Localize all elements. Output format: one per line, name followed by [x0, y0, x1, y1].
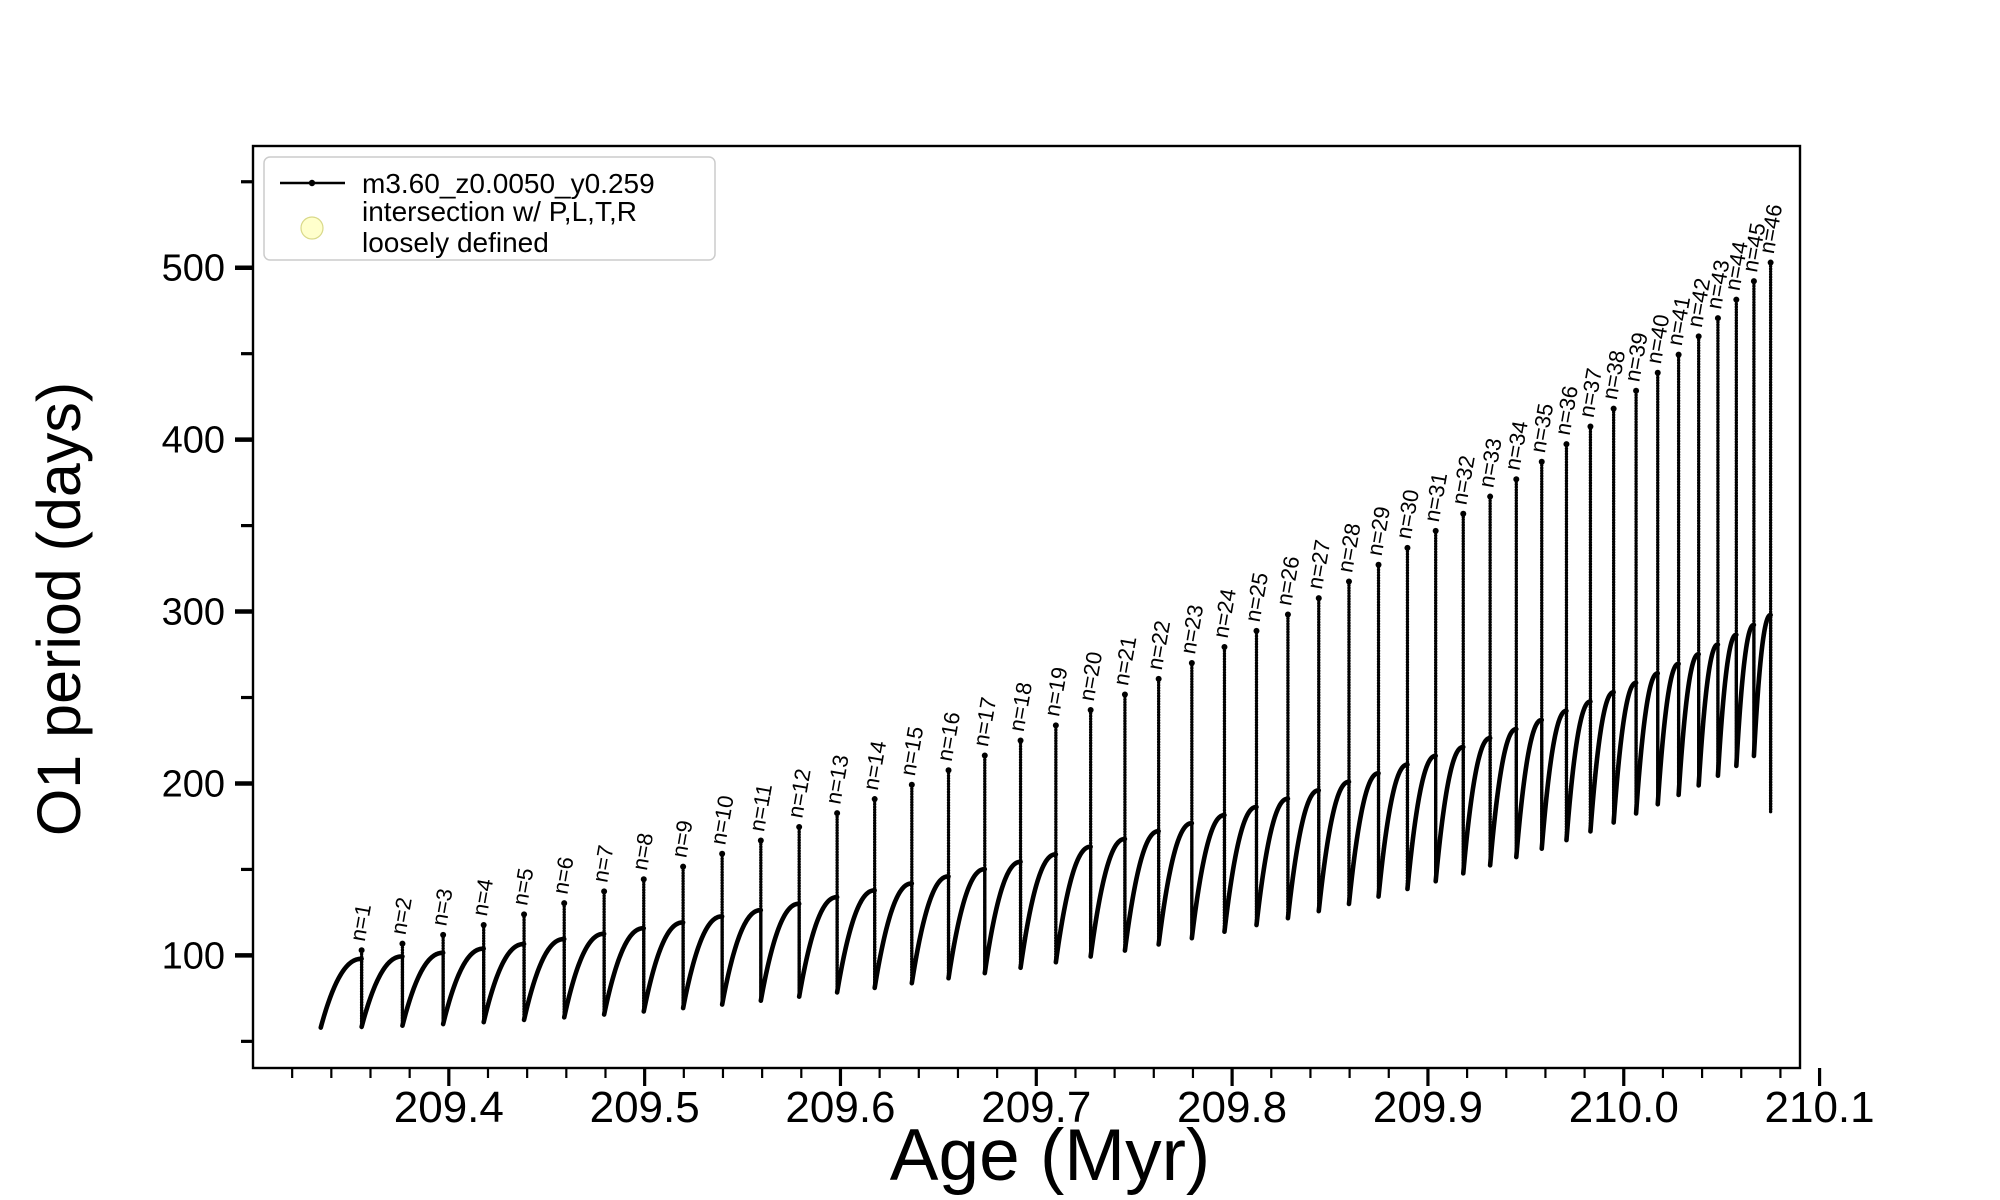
- svg-text:500: 500: [162, 248, 225, 290]
- svg-text:100: 100: [162, 935, 225, 977]
- svg-text:209.9: 209.9: [1373, 1083, 1483, 1132]
- svg-text:Age (Myr): Age (Myr): [890, 1115, 1210, 1196]
- svg-text:O1 period (days): O1 period (days): [25, 382, 93, 836]
- svg-text:loosely defined: loosely defined: [362, 227, 549, 258]
- svg-text:210.0: 210.0: [1569, 1083, 1679, 1132]
- svg-text:209.6: 209.6: [785, 1083, 895, 1132]
- svg-text:209.5: 209.5: [590, 1083, 700, 1132]
- svg-text:m3.60_z0.0050_y0.259: m3.60_z0.0050_y0.259: [362, 168, 655, 199]
- svg-text:209.4: 209.4: [394, 1083, 504, 1132]
- svg-text:210.1: 210.1: [1765, 1083, 1875, 1132]
- svg-text:200: 200: [162, 763, 225, 805]
- svg-text:intersection w/ P,L,T,R: intersection w/ P,L,T,R: [362, 196, 637, 227]
- svg-text:400: 400: [162, 420, 225, 462]
- svg-text:300: 300: [162, 592, 225, 634]
